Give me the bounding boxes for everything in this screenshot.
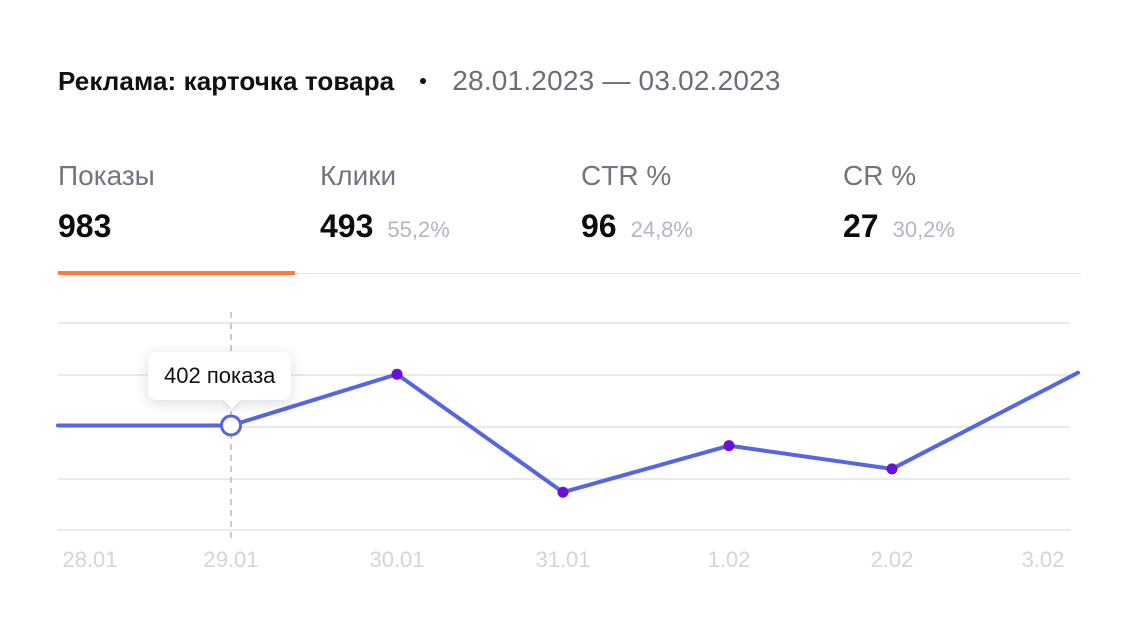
separator-dot (420, 78, 427, 84)
metric-tabs: Показы 983 Клики 493 55,2% CTR % 96 24,8% … (58, 152, 1081, 275)
hover-tooltip: 402 показа (148, 352, 292, 400)
x-tick-label: 2.02 (871, 547, 914, 572)
tab-label: CTR % (581, 160, 672, 191)
report-title: Реклама: карточка товара (58, 65, 395, 96)
active-tab-indicator (58, 271, 295, 275)
tab-value: 983 (58, 208, 111, 245)
highlighted-data-point (220, 414, 242, 437)
tab-label: Клики (320, 160, 397, 191)
tab-value: 27 30,2% (843, 208, 955, 245)
tab-clicks[interactable]: Клики 493 55,2% (320, 152, 558, 273)
tab-percent: 24,8% (630, 217, 693, 242)
impressions-line-chart: 28.01 29.01 30.01 31.01 1.02 2.02 3.02 (56, 312, 1080, 572)
x-tick-label: 30.01 (369, 547, 424, 572)
chart-header: Реклама: карточка товара 28.01.2023 — 03… (58, 58, 781, 104)
tab-value: 96 24,8% (581, 208, 693, 245)
data-point (723, 440, 735, 452)
tab-cr[interactable]: CR % 27 30,2% (843, 152, 1081, 273)
x-tick-label: 1.02 (708, 547, 751, 572)
data-point (886, 463, 898, 475)
tab-number: 27 (843, 208, 879, 244)
date-range: 28.01.2023 — 03.02.2023 (452, 65, 781, 96)
x-tick-label: 3.02 (1022, 547, 1065, 572)
tab-number: 983 (58, 208, 112, 244)
x-tick-label: 31.01 (535, 547, 590, 572)
tab-impressions[interactable]: Показы 983 (58, 152, 296, 275)
tab-number: 493 (320, 208, 374, 244)
tab-number: 96 (581, 208, 617, 244)
tooltip-text: 402 показа (164, 363, 276, 388)
tab-value: 493 55,2% (320, 208, 450, 245)
tab-percent: 30,2% (892, 217, 955, 242)
data-point (391, 368, 403, 380)
tab-label: CR % (843, 160, 917, 191)
data-point (557, 486, 569, 498)
tab-percent: 55,2% (387, 217, 450, 242)
x-tick-label: 29.01 (203, 547, 258, 572)
x-tick-label: 28.01 (62, 547, 117, 572)
tab-ctr[interactable]: CTR % 96 24,8% (581, 152, 819, 273)
tab-label: Показы (58, 160, 155, 191)
